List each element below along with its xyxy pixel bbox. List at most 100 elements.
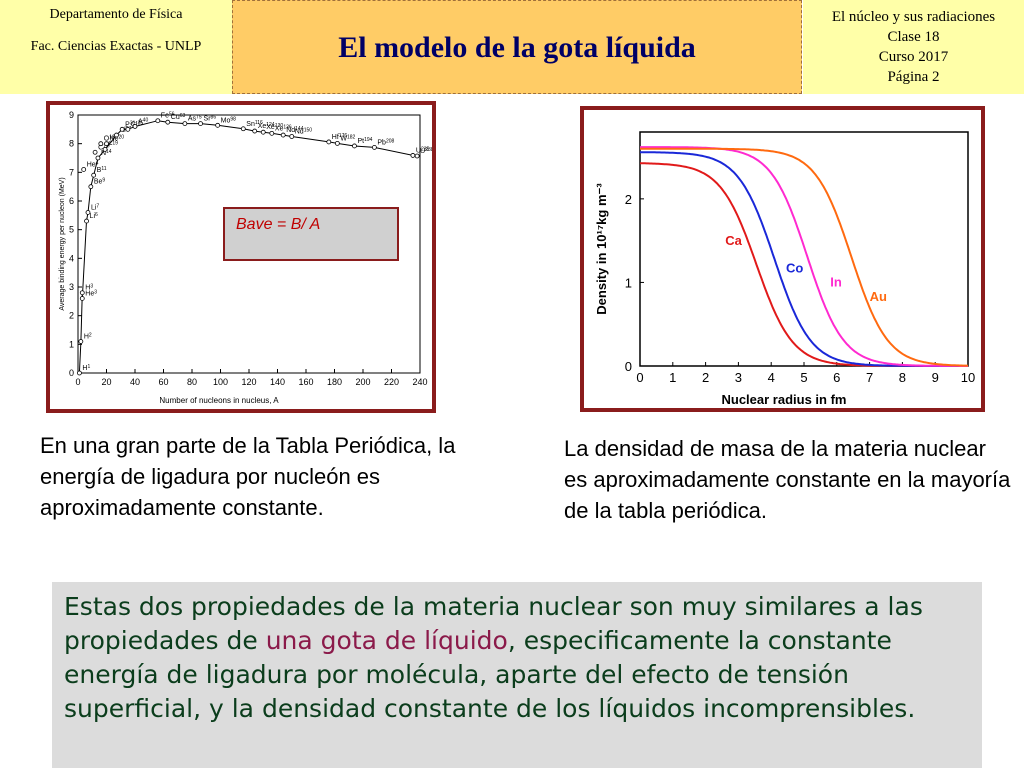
point-label: N14 (101, 149, 112, 157)
data-point (260, 129, 266, 135)
formula-text: Bave = B/ A (236, 216, 320, 233)
point-label: C12 (98, 143, 109, 151)
point-label: Sr86 (204, 115, 217, 123)
department-label: Departamento de Física (49, 7, 183, 22)
data-point (410, 153, 416, 158)
y-tick-label: 1 (625, 275, 632, 290)
x-tick-label: 10 (961, 370, 975, 385)
nuclear-density-figure: 0 1 2 3 4 5 6 7 8 9 10 0 1 2 Nuclear radius in fm Densi… (580, 106, 985, 412)
x-tick-label: 80 (187, 377, 197, 387)
data-point (326, 139, 332, 145)
point-label: H2 (84, 332, 92, 340)
point-label: H1 (82, 364, 90, 372)
data-point (125, 126, 131, 132)
data-point (79, 290, 85, 296)
point-label: U235 (416, 146, 430, 154)
x-tick-label: 0 (636, 370, 643, 385)
point-label: Xe130 (266, 123, 283, 131)
y-tick-label: 2 (625, 192, 632, 207)
x-tick-label: 180 (327, 377, 342, 387)
data-point (352, 143, 357, 149)
y-tick-label: 0 (69, 368, 74, 378)
summary-after: , especificamente la constante energía d… (64, 626, 916, 723)
point-label: Be9 (94, 178, 106, 186)
header-title-box: El modelo de la gota líquida (232, 0, 802, 94)
class-number: Clase 18 (887, 29, 940, 45)
y-tick-label: 3 (69, 282, 74, 292)
point-label: Hf176 (332, 133, 348, 141)
data-point (84, 218, 89, 224)
data-point (77, 370, 82, 376)
data-point (252, 128, 258, 134)
summary-before: Estas dos propiedades de la materia nucl… (64, 592, 923, 655)
y-tick-label: 9 (69, 110, 74, 120)
data-point (91, 172, 97, 178)
data-point (92, 149, 98, 155)
point-label: Li7 (91, 203, 99, 211)
x-tick-label: 5 (800, 370, 807, 385)
series-label-co: Co (786, 260, 803, 275)
series-label-au: Au (870, 289, 887, 304)
binding-energy-chart: 0 20 40 60 80 100 120 140 160 180 200 220 240 0 1 2 3 4 5 6… (59, 110, 434, 405)
x-tick-label: 4 (768, 370, 775, 385)
point-label: Cu63 (171, 113, 186, 121)
caption-density: La densidad de masa de la materia nuclea… (564, 436, 1011, 523)
point-label: Sn116 (246, 120, 263, 128)
data-point (414, 153, 420, 159)
density-curve-ca (639, 162, 968, 367)
faculty-label: Fac. Ciencias Exactas - UNLP (30, 39, 202, 54)
data-point (165, 119, 171, 125)
data-point (85, 210, 91, 215)
data-point (289, 134, 295, 139)
data-point (334, 140, 340, 146)
data-point (132, 124, 138, 129)
x-tick-label: 20 (101, 377, 111, 387)
x-axis-title: Nuclear radius in fm (722, 392, 847, 407)
density-curve-co (640, 151, 968, 367)
x-tick-label: 60 (158, 377, 168, 387)
nuclear-density-chart: 0 1 2 3 4 5 6 7 8 9 10 0 1 2 Nuclear radius in fm Densi… (594, 131, 975, 407)
point-label: Xe136 (275, 124, 292, 132)
data-point (104, 141, 109, 147)
density-curve-au (640, 147, 969, 367)
point-label: O16 (104, 135, 115, 143)
point-label: Nd144 (286, 126, 304, 134)
course-name: El núcleo y sus radiaciones (831, 9, 996, 25)
data-point (114, 132, 119, 138)
data-point (182, 121, 188, 127)
data-point (102, 147, 108, 152)
density-curve-in (640, 146, 968, 367)
point-label: Pb208 (377, 138, 394, 146)
data-point (240, 126, 246, 132)
formula-box (223, 207, 399, 261)
point-label: Li6 (90, 212, 98, 220)
point-label: H3 (85, 284, 93, 292)
y-tick-label: 5 (69, 225, 74, 235)
x-tick-label: 2 (702, 370, 709, 385)
header-course-info: El núcleo y sus radiaciones Clase 18 Cur… (803, 0, 1024, 94)
point-label: Fe56 (161, 112, 175, 120)
point-label: Mo98 (221, 116, 237, 124)
summary-text: Estas dos propiedades de la materia nucl… (64, 590, 970, 726)
x-tick-label: 220 (384, 377, 399, 387)
point-label: U238 (420, 147, 432, 155)
y-tick-label: 2 (69, 311, 74, 321)
point-label: Pt194 (357, 137, 372, 145)
point-label: Cl35 (131, 120, 143, 128)
data-point (79, 296, 85, 301)
x-tick-label: 100 (213, 377, 228, 387)
point-label: A40 (138, 117, 148, 125)
point-label: He4 (87, 160, 99, 168)
x-tick-label: 200 (355, 377, 370, 387)
x-tick-label: 7 (866, 370, 873, 385)
point-label: F19 (108, 140, 118, 148)
data-point (269, 130, 275, 136)
point-label: As75 (188, 115, 202, 123)
point-label: P31 (125, 120, 135, 128)
caption-binding-energy: En una gran parte de la Tabla Periódica,… (40, 433, 456, 520)
point-label: Xe124 (258, 122, 275, 130)
point-label: Nd150 (295, 128, 313, 136)
point-label: B11 (97, 166, 107, 174)
x-tick-label: 8 (899, 370, 906, 385)
x-tick-label: 0 (75, 377, 80, 387)
